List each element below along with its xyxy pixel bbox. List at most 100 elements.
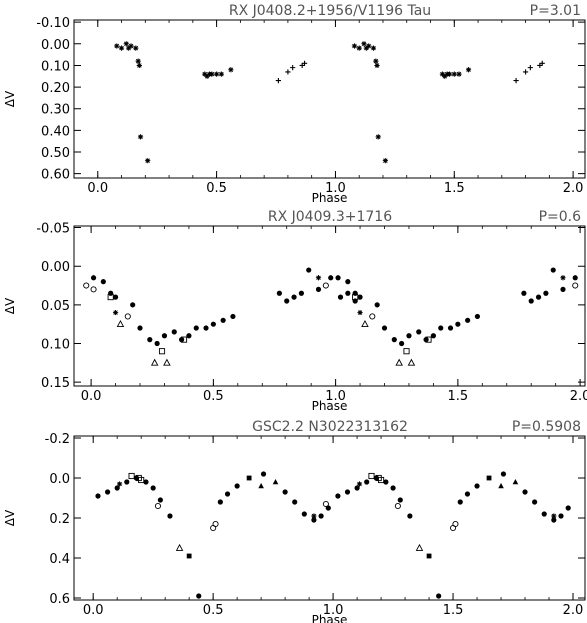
data-point-filled-circle bbox=[150, 485, 156, 491]
panel-1: RX J0408.2+1956/V1196 Tau P=3.01 0.0 0.5 1.0… bbox=[3, 3, 586, 205]
data-point-filled-circle bbox=[130, 302, 136, 308]
data-point-open-square bbox=[128, 472, 135, 480]
x-tick-label: 0.0 bbox=[87, 181, 108, 196]
data-point-filled-circle bbox=[315, 286, 322, 292]
data-point-open-square bbox=[378, 476, 385, 484]
data-point-asterisk bbox=[382, 158, 388, 164]
data-point-asterisk bbox=[214, 71, 220, 77]
data-point-open-square bbox=[138, 476, 145, 484]
data-point-filled-circle bbox=[357, 294, 363, 300]
data-point-filled-circle bbox=[352, 290, 358, 296]
data-point-filled-circle bbox=[532, 499, 538, 505]
data-point-filled-circle bbox=[234, 483, 240, 489]
data-point-open-circle bbox=[90, 286, 97, 293]
x-tick-label: 1.5 bbox=[443, 603, 464, 618]
data-point-open-square bbox=[403, 348, 410, 355]
data-point-filled-circle bbox=[381, 325, 388, 331]
x-tick-label: 1.0 bbox=[323, 603, 344, 618]
data-point-asterisk bbox=[133, 45, 139, 51]
data-point-filled-circle bbox=[364, 479, 370, 485]
x-tick-label: 0.5 bbox=[206, 181, 227, 196]
data-point-filled-circle bbox=[95, 493, 101, 499]
data-point-asterisk bbox=[135, 58, 141, 64]
data-point-asterisk bbox=[118, 45, 125, 51]
data-point-filled-circle bbox=[457, 499, 463, 505]
data-point-filled-circle bbox=[374, 302, 380, 308]
data-point-plus bbox=[539, 60, 545, 66]
data-point-open-square bbox=[180, 336, 188, 343]
y-tick-label: -0.10 bbox=[36, 16, 70, 31]
data-point-asterisk bbox=[228, 67, 234, 73]
data-point-open-circle bbox=[124, 313, 131, 320]
y-tick-label: 0.4 bbox=[49, 552, 70, 567]
y-tick-label: 0.10 bbox=[41, 337, 70, 352]
data-point-open-circle bbox=[394, 502, 401, 510]
data-point-open-circle bbox=[212, 520, 219, 528]
data-point-filled-circle bbox=[260, 471, 267, 477]
data-point-open-triangle bbox=[175, 543, 184, 551]
data-point-filled-circle bbox=[114, 485, 120, 491]
data-point-filled-circle bbox=[335, 275, 341, 281]
y-axis-label: ΔV bbox=[3, 90, 17, 107]
data-point-open-triangle bbox=[361, 320, 369, 328]
plot-frame bbox=[73, 225, 586, 387]
data-point-asterisk bbox=[442, 73, 448, 79]
data-point-asterisk bbox=[451, 71, 457, 77]
y-axis-label: ΔV bbox=[3, 297, 17, 314]
data-point-filled-circle bbox=[291, 294, 297, 300]
data-point-filled-circle bbox=[167, 513, 173, 519]
data-point-filled-circle bbox=[528, 298, 534, 304]
x-axis-label: Phase bbox=[312, 613, 348, 623]
data-point-filled-circle bbox=[112, 294, 119, 300]
data-point-filled-circle bbox=[565, 505, 571, 511]
y-tick-label: 0.10 bbox=[41, 59, 70, 74]
data-point-filled-circle bbox=[407, 513, 413, 519]
data-point-asterisk bbox=[209, 71, 215, 77]
data-point-open-square bbox=[107, 294, 114, 301]
data-point-filled-circle bbox=[154, 340, 160, 347]
data-point-asterisk bbox=[136, 62, 142, 69]
period-label: P=0.5908 bbox=[512, 419, 581, 435]
data-point-filled-circle bbox=[220, 317, 226, 323]
data-point-filled-circle bbox=[196, 593, 202, 599]
data-point-filled-circle bbox=[399, 340, 405, 347]
y-tick-label: 0.40 bbox=[41, 124, 70, 139]
data-point-filled-circle bbox=[157, 497, 163, 503]
data-point-filled-circle bbox=[541, 511, 547, 517]
data-point-open-triangle bbox=[415, 543, 424, 551]
data-point-open-triangle bbox=[407, 358, 416, 366]
data-point-asterisk bbox=[311, 513, 317, 519]
data-point-plus bbox=[285, 69, 291, 75]
data-point-asterisk bbox=[315, 275, 322, 281]
data-point-filled-circle bbox=[306, 267, 312, 273]
data-point-filled-triangle bbox=[258, 483, 264, 489]
panel-title: RX J0408.2+1956/V1196 Tau bbox=[229, 3, 431, 19]
y-tick-label: 0.15 bbox=[41, 376, 70, 391]
y-tick-label: -0.2 bbox=[45, 432, 70, 447]
data-point-filled-triangle bbox=[512, 479, 519, 485]
data-point-open-triangle bbox=[150, 358, 159, 366]
data-point-filled-circle bbox=[406, 333, 412, 339]
data-point-asterisk bbox=[456, 71, 462, 77]
data-point-filled-circle bbox=[186, 333, 192, 339]
data-point-asterisk bbox=[446, 71, 453, 77]
data-point-filled-circle bbox=[282, 489, 288, 495]
data-point-filled-circle bbox=[447, 325, 454, 331]
x-tick-label: 0.5 bbox=[203, 603, 224, 618]
y-tick-label: 0.00 bbox=[41, 260, 70, 275]
data-point-asterisk bbox=[551, 513, 557, 519]
data-point-asterisk bbox=[112, 309, 119, 316]
data-point-asterisk bbox=[218, 71, 224, 77]
data-point-filled-circle bbox=[383, 479, 389, 485]
data-point-asterisk bbox=[351, 43, 358, 49]
data-point-filled-circle bbox=[337, 294, 344, 300]
data-point-filled-circle bbox=[464, 491, 471, 497]
data-point-filled-circle bbox=[560, 286, 566, 292]
y-tick-label: 0.2 bbox=[49, 512, 70, 527]
y-tick-label: 0.05 bbox=[41, 299, 70, 314]
panel-3: GSC2.2 N3022313162 P=0.5908 0.0 0.5 1.0 1.5 2.… bbox=[3, 419, 586, 623]
data-point-filled-circle bbox=[210, 321, 216, 327]
period-label: P=0.6 bbox=[539, 209, 582, 225]
data-point-filled-circle bbox=[465, 317, 471, 323]
data-point-asterisk bbox=[116, 481, 123, 487]
